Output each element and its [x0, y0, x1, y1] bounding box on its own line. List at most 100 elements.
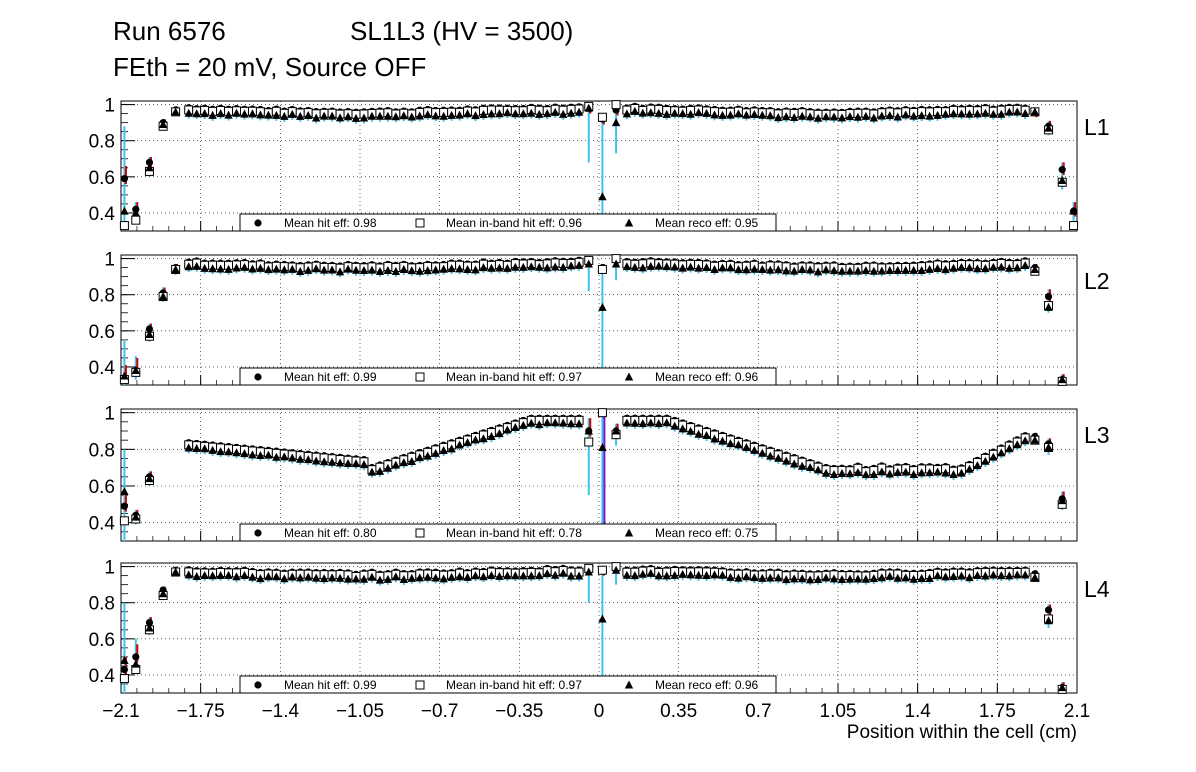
reco-eff-point — [869, 469, 879, 478]
reco-eff-point — [216, 570, 225, 579]
reco-eff-point — [280, 452, 289, 461]
reco-eff-point — [343, 112, 353, 121]
reco-eff-point — [893, 468, 902, 477]
reco-eff-point — [145, 623, 154, 632]
reco-eff-point — [821, 468, 831, 477]
reco-eff-point — [622, 109, 632, 118]
reco-eff-point — [415, 266, 424, 275]
reco-eff-point — [638, 569, 648, 578]
reco-eff-point — [566, 571, 576, 580]
inband-eff-point — [131, 215, 141, 225]
reco-eff-point — [1030, 435, 1040, 444]
reco-eff-point — [965, 573, 974, 582]
reco-eff-point — [1013, 107, 1022, 116]
reco-eff-point — [296, 454, 305, 463]
reco-eff-point — [535, 571, 544, 580]
reco-eff-point — [861, 470, 871, 479]
reco-eff-point — [797, 461, 807, 470]
reco-eff-point — [710, 264, 719, 273]
panel-label: L2 — [1084, 268, 1110, 294]
reco-eff-point — [439, 111, 448, 120]
reco-eff-point — [200, 444, 209, 453]
reco-eff-point — [311, 456, 321, 465]
inband-eff-point — [597, 112, 607, 122]
reco-eff-point — [869, 574, 879, 583]
reco-eff-point — [829, 266, 839, 275]
reco-eff-point — [224, 110, 233, 119]
inband-eff-point — [584, 437, 594, 447]
reco-eff-point — [495, 263, 504, 272]
reco-eff-point — [1013, 440, 1022, 449]
reco-eff-point — [726, 110, 735, 119]
reco-eff-point — [1044, 443, 1053, 451]
reco-eff-point — [399, 458, 409, 467]
reco-eff-point — [391, 112, 401, 121]
reco-eff-point — [837, 574, 847, 583]
reco-eff-point — [566, 261, 576, 270]
reco-eff-point — [335, 573, 345, 582]
reco-eff-point — [789, 112, 799, 121]
reco-eff-point — [1021, 570, 1030, 579]
reco-eff-point — [463, 265, 472, 274]
reco-eff-point — [240, 262, 249, 271]
reco-eff-point — [949, 109, 958, 118]
reco-eff-point — [471, 265, 480, 274]
reco-eff-point — [861, 266, 871, 275]
panel-l3: 0.4 0.6 0.8 1 L3 Mean hit eff: 0.80 Mean in-ba… — [89, 404, 1110, 542]
reco-eff-point — [718, 570, 727, 579]
reco-eff-point — [670, 570, 679, 579]
reco-eff-point — [710, 570, 719, 579]
reco-eff-point — [304, 265, 313, 274]
reco-eff-point — [503, 425, 512, 434]
reco-eff-point — [208, 445, 217, 454]
reco-eff-point — [766, 451, 775, 460]
reco-eff-point — [957, 109, 966, 118]
reco-eff-point — [909, 111, 918, 120]
reco-eff-point — [192, 261, 201, 270]
reco-eff-point — [248, 572, 257, 581]
reco-eff-point — [184, 570, 193, 579]
reco-eff-point — [447, 264, 456, 273]
reco-eff-point — [288, 453, 297, 462]
reco-eff-point — [861, 111, 871, 120]
reco-eff-point — [248, 109, 257, 118]
x-tick-label: −0.7 — [421, 701, 459, 722]
reco-eff-point — [638, 419, 648, 428]
inband-eff-point — [119, 516, 129, 526]
reco-eff-point — [805, 265, 815, 274]
reco-eff-point — [718, 263, 727, 272]
reco-eff-point — [1005, 444, 1014, 453]
hit-eff-point — [145, 325, 154, 333]
panel-l4: 0.4 0.6 0.8 1 L4 Mean hit eff: 0.99 Mean in-ba… — [89, 558, 1110, 694]
reco-eff-point — [120, 371, 129, 380]
reco-eff-point — [423, 110, 432, 119]
reco-eff-point — [861, 574, 871, 583]
reco-eff-point — [343, 458, 353, 467]
reco-eff-point — [901, 467, 910, 476]
reco-eff-point — [646, 568, 655, 577]
reco-eff-point — [925, 111, 934, 120]
reco-eff-point — [941, 572, 950, 581]
reco-eff-point — [208, 110, 217, 119]
reco-eff-point — [845, 469, 855, 478]
reco-eff-point — [686, 262, 695, 271]
reco-eff-point — [311, 573, 321, 582]
reco-eff-point — [184, 108, 193, 117]
legend-inband-marker — [415, 528, 425, 538]
reco-eff-point — [511, 262, 520, 271]
reco-eff-point — [710, 434, 719, 443]
reco-eff-point — [224, 264, 233, 273]
reco-eff-point — [989, 570, 998, 579]
reco-eff-point — [248, 264, 257, 273]
reco-eff-point — [742, 572, 751, 581]
reco-eff-point — [558, 418, 568, 427]
reco-eff-point — [965, 109, 974, 118]
reco-eff-point — [288, 264, 297, 273]
reco-eff-point — [813, 267, 823, 276]
y-tick-label: 0.4 — [89, 204, 116, 225]
reco-eff-point — [232, 572, 241, 581]
reco-eff-point — [399, 265, 409, 274]
reco-eff-point — [503, 108, 512, 117]
hit-eff-point — [120, 665, 129, 674]
